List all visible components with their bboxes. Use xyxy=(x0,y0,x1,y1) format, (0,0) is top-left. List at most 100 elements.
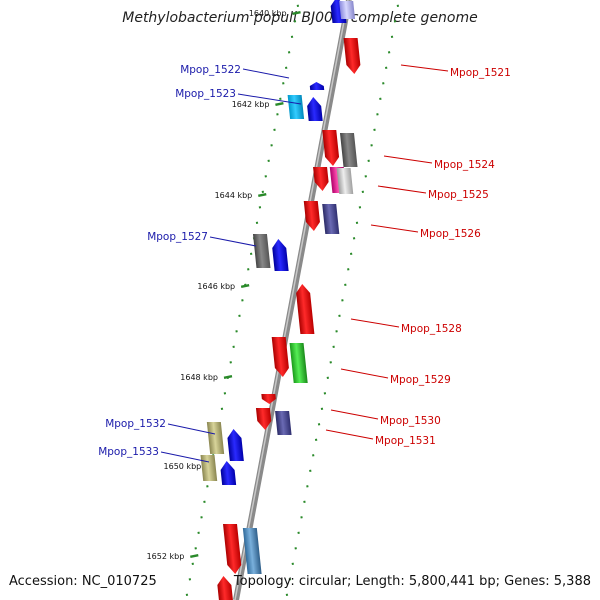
leader-line xyxy=(330,409,379,420)
gene-label-reverse: Mpop_1524 xyxy=(434,159,495,171)
gene-shape xyxy=(261,394,276,404)
gene-shape xyxy=(242,528,262,574)
gene-label-forward: Mpop_1527 xyxy=(147,231,208,243)
gene-arrow xyxy=(252,234,271,268)
gene-arrow xyxy=(223,524,242,574)
genome-backbone-highlight xyxy=(234,0,349,600)
scale-tick xyxy=(275,101,284,107)
gene-shape xyxy=(289,343,308,383)
scale-tick xyxy=(258,192,267,198)
leader-line xyxy=(400,64,449,72)
gene-label-forward: Mpop_1533 xyxy=(98,446,159,458)
gene-shape xyxy=(255,408,272,430)
gene-shape xyxy=(252,234,271,268)
gene-arrow xyxy=(271,337,289,377)
gene-arrow xyxy=(339,133,358,167)
gene-arrow xyxy=(261,394,276,404)
gene-arrow xyxy=(309,82,325,90)
scale-tick xyxy=(223,374,233,380)
gene-arrow xyxy=(343,38,361,74)
gene-shape xyxy=(296,284,315,334)
scale-tick xyxy=(240,283,250,289)
gene-arrow xyxy=(336,168,354,194)
gene-label-reverse: Mpop_1529 xyxy=(390,374,451,386)
gene-features xyxy=(200,0,361,600)
gene-label-reverse: Mpop_1531 xyxy=(375,435,436,447)
gene-arrow xyxy=(289,343,308,383)
leader-line xyxy=(209,236,257,247)
leader-line xyxy=(242,68,290,79)
scale-label: 1646 kbp xyxy=(197,282,235,291)
gene-arrow xyxy=(287,95,305,119)
gene-arrow xyxy=(255,408,272,430)
gene-shape xyxy=(217,576,234,600)
gene-shape xyxy=(336,168,354,194)
gene-shape xyxy=(343,38,361,74)
gene-arrow xyxy=(272,239,289,271)
gene-label-forward: Mpop_1523 xyxy=(175,88,236,100)
gene-shape xyxy=(220,461,237,485)
gene-label-reverse: Mpop_1526 xyxy=(420,228,481,240)
gene-label-reverse: Mpop_1521 xyxy=(450,67,511,79)
gene-arrow xyxy=(313,167,329,191)
accession-label: Accession: NC_010725 xyxy=(9,574,157,589)
leader-line xyxy=(340,368,389,379)
scale-label: 1650 kbp xyxy=(164,462,202,471)
scale-label: 1652 kbp xyxy=(147,552,185,561)
genome-backbone xyxy=(233,0,352,600)
gene-shape xyxy=(287,95,305,119)
gene-label-forward: Mpop_1532 xyxy=(105,418,166,430)
map-title: Methylobacterium populi BJ001, complete … xyxy=(122,10,478,26)
gene-shape xyxy=(200,455,218,481)
gene-shape xyxy=(275,411,292,435)
gene-shape xyxy=(206,422,225,454)
gene-shape xyxy=(309,82,325,90)
gene-label-reverse: Mpop_1530 xyxy=(380,415,441,427)
gene-shape xyxy=(307,97,323,121)
leader-line xyxy=(350,318,400,328)
gene-label-forward: Mpop_1522 xyxy=(180,64,241,76)
gene-labels: Mpop_1522 Mpop_1523 Mpop_1527 Mpop_1532 Mpop… xyxy=(98,64,511,463)
gene-label-reverse: Mpop_1528 xyxy=(401,323,462,335)
leader-line xyxy=(377,185,427,194)
gene-shape xyxy=(339,133,358,167)
scale-label: 1642 kbp xyxy=(232,100,270,109)
kbp-scale: 1640 kbp 1642 kbp 1644 kbp 1646 kbp 1648 kbp… xyxy=(147,9,301,561)
gene-shape xyxy=(227,429,244,461)
gene-shape xyxy=(303,201,320,231)
gene-arrow xyxy=(227,429,244,461)
scale-label: 1648 kbp xyxy=(180,373,218,382)
gene-arrow xyxy=(220,461,237,485)
gene-shape xyxy=(223,524,242,574)
gene-shape xyxy=(322,204,340,234)
gene-arrow xyxy=(339,1,356,19)
scale-label: 1640 kbp xyxy=(249,9,287,18)
gene-arrow xyxy=(200,455,218,481)
leader-line xyxy=(383,155,433,164)
gene-arrow xyxy=(217,576,234,600)
gene-arrow xyxy=(322,204,340,234)
leader-line xyxy=(160,451,210,463)
gene-arrow xyxy=(206,422,225,454)
gene-shape xyxy=(322,130,340,166)
gene-arrow xyxy=(303,201,320,231)
leader-line xyxy=(370,224,419,233)
gene-arrow xyxy=(242,528,262,574)
gene-arrow xyxy=(275,411,292,435)
scale-label: 1644 kbp xyxy=(215,191,253,200)
gene-shape xyxy=(271,337,289,377)
genome-summary: Topology: circular; Length: 5,800,441 bp… xyxy=(233,574,591,589)
gene-arrow xyxy=(322,130,340,166)
gene-arrow xyxy=(307,97,323,121)
leader-line xyxy=(237,93,302,105)
gene-shape xyxy=(313,167,329,191)
gene-shape xyxy=(272,239,289,271)
leader-line xyxy=(325,429,374,440)
gene-arrow xyxy=(296,284,315,334)
scale-tick xyxy=(292,10,301,16)
leader-line xyxy=(167,423,216,435)
scale-tick xyxy=(190,553,199,559)
gene-label-reverse: Mpop_1525 xyxy=(428,189,489,201)
